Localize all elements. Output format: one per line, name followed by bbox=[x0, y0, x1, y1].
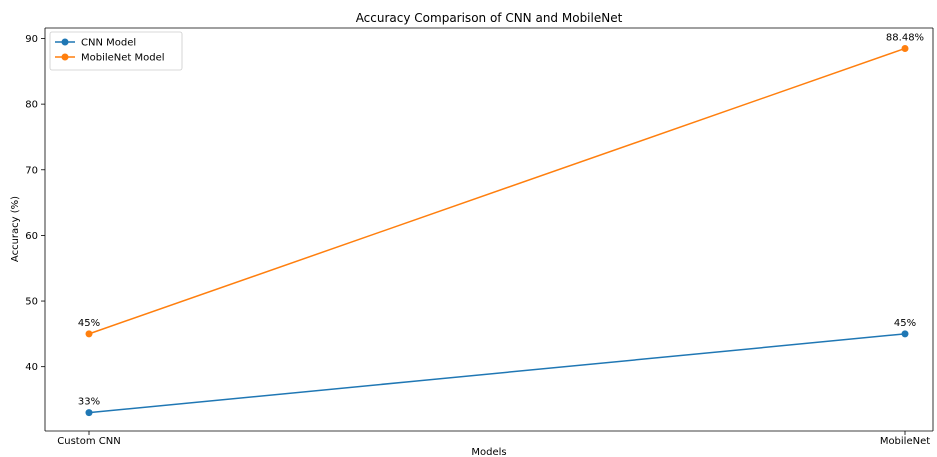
y-tick-label: 90 bbox=[25, 34, 38, 45]
data-point bbox=[901, 44, 909, 52]
x-axis-ticks: Custom CNN MobileNet bbox=[57, 431, 930, 447]
legend-label: MobileNet Model bbox=[81, 53, 165, 64]
legend-label: CNN Model bbox=[81, 38, 136, 49]
legend-box bbox=[49, 31, 183, 71]
series-line bbox=[88, 333, 906, 414]
x-tick-label: Custom CNN bbox=[57, 436, 120, 447]
series-layer bbox=[85, 44, 909, 417]
x-axis-label: Models bbox=[471, 447, 506, 457]
legend-swatch-marker bbox=[61, 38, 69, 46]
legend-item: CNN Model bbox=[55, 38, 136, 49]
y-axis-ticks: 40 50 60 70 80 90 bbox=[25, 34, 45, 373]
y-tick-label: 80 bbox=[25, 100, 38, 111]
data-label: 88.48% bbox=[886, 32, 924, 43]
x-tick-label: MobileNet bbox=[880, 436, 930, 447]
chart-title: Accuracy Comparison of CNN and MobileNet bbox=[356, 11, 623, 25]
legend: CNN Model MobileNet Model bbox=[49, 31, 183, 71]
data-point bbox=[85, 330, 93, 338]
data-label: 33% bbox=[78, 397, 100, 408]
data-point bbox=[901, 330, 909, 338]
data-label: 45% bbox=[894, 318, 916, 329]
legend-swatch-marker bbox=[61, 53, 69, 61]
series-line bbox=[88, 47, 906, 335]
data-point bbox=[85, 409, 93, 417]
plot-frame bbox=[44, 27, 934, 432]
y-tick-label: 40 bbox=[25, 362, 38, 373]
legend-item: MobileNet Model bbox=[55, 53, 165, 64]
data-labels-layer: 33% 45% 45% 88.48% bbox=[78, 32, 924, 407]
y-tick-label: 50 bbox=[25, 297, 38, 308]
data-label: 45% bbox=[78, 318, 100, 329]
y-tick-label: 60 bbox=[25, 231, 38, 242]
y-tick-label: 70 bbox=[25, 165, 38, 176]
y-axis-label: Accuracy (%) bbox=[10, 196, 21, 262]
